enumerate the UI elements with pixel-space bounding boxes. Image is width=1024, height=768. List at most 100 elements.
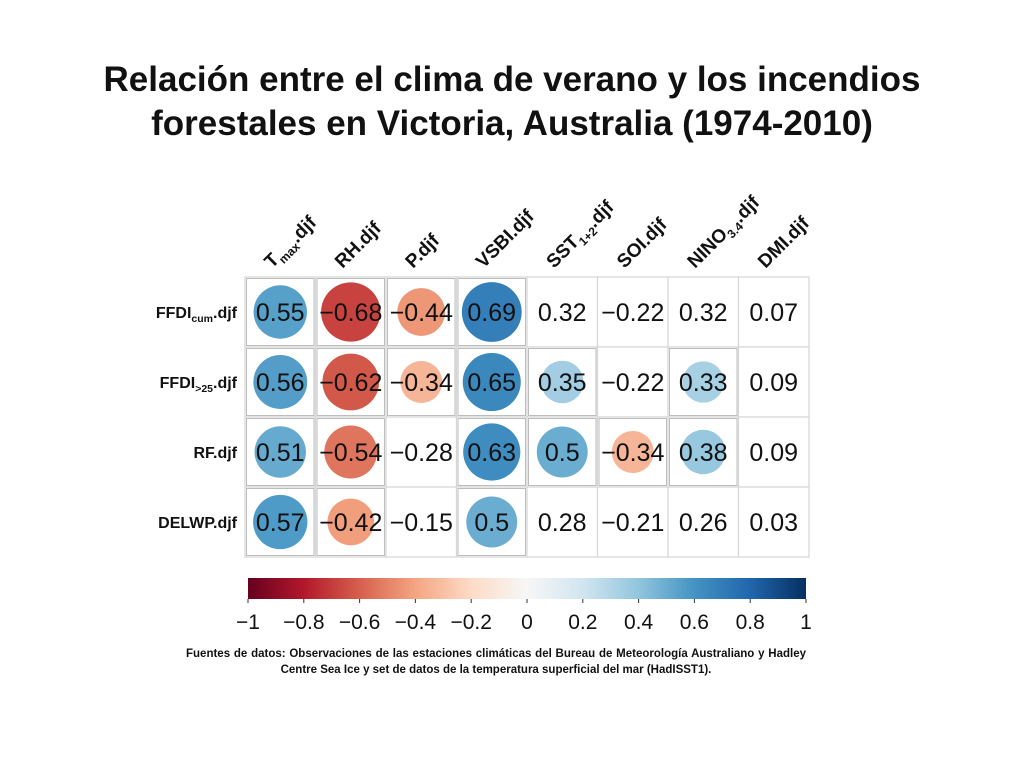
significance-frame: [387, 278, 456, 346]
correlation-circle: [463, 423, 521, 481]
correlation-value-label: 0.32: [538, 299, 587, 327]
significance-frame: [457, 418, 526, 486]
colorbar-tick-label: 0.6: [680, 611, 709, 634]
cell-r2-c1: −0.54: [314, 416, 387, 488]
cell-r0-c3: 0.69: [455, 276, 528, 348]
column-label-0: Tmax.djf: [261, 212, 324, 275]
cell-r1-c2: −0.34: [385, 346, 458, 418]
column-label-4: SST1+2.djf: [543, 197, 621, 275]
significance-frame: [669, 348, 738, 416]
correlation-value-label: 0.63: [467, 439, 516, 467]
cell-r3-c4: 0.28: [526, 486, 599, 558]
column-label-6: NINO3.4.djf: [684, 192, 767, 275]
cell-r2-c4: 0.5: [526, 416, 599, 488]
cell-r1-c3: 0.65: [455, 346, 528, 418]
correlation-value-label: 0.33: [679, 369, 728, 397]
correlation-circle: [253, 285, 307, 339]
cell-r1-c4: 0.35: [526, 346, 599, 418]
cell-r0-c1: −0.68: [314, 276, 387, 348]
cell-box: [526, 486, 599, 558]
row-label-0: FFDIcum.djf: [156, 305, 238, 325]
cell-r0-c2: −0.44: [385, 276, 458, 348]
colorbar-tick-label: 0.2: [568, 611, 597, 634]
cell-r3-c0: 0.57: [244, 486, 317, 558]
cell-r0-c5: −0.22: [596, 276, 669, 348]
significance-frame: [316, 488, 385, 556]
correlation-value-label: 0.38: [679, 439, 728, 467]
significance-frame: [246, 488, 315, 556]
cell-r1-c6: 0.33: [667, 346, 740, 418]
column-label-1: RH.djf: [331, 218, 386, 273]
significance-frame: [528, 348, 597, 416]
significance-frame: [457, 488, 526, 556]
colorbar-tick-label: −0.4: [395, 611, 437, 634]
correlation-value-label: 0.09: [749, 369, 798, 397]
significance-frame: [246, 418, 315, 486]
correlation-value-label: −0.15: [390, 509, 453, 537]
correlation-value-label: 0.09: [749, 439, 798, 467]
correlation-value-label: 0.55: [256, 299, 305, 327]
cell-r1-c0: 0.56: [244, 346, 317, 418]
significance-frame: [528, 418, 597, 486]
correlation-value-label: 0.5: [474, 509, 509, 537]
significance-frame: [669, 418, 738, 486]
correlation-value-label: −0.34: [390, 369, 453, 397]
correlation-circle: [466, 496, 518, 548]
colorbar-tick-label: −1: [236, 611, 260, 634]
correlation-circle: [254, 426, 306, 478]
correlation-circle: [253, 355, 308, 409]
correlation-circle: [681, 429, 726, 475]
correlation-value-label: 0.5: [545, 439, 580, 467]
cell-r3-c2: −0.15: [385, 486, 458, 558]
chart-title: Relación entre el clima de verano y los …: [0, 58, 1024, 146]
chart-title-line-2: forestales en Victoria, Australia (1974-…: [151, 104, 873, 143]
correlation-circle: [682, 361, 724, 403]
correlation-circle: [397, 288, 446, 336]
correlation-circle: [462, 352, 521, 412]
column-label-3: VSBI.djf: [472, 206, 539, 273]
colorbar-tick-label: −0.2: [450, 611, 491, 634]
colorbar-tick-label: −0.6: [339, 611, 380, 634]
colorbar-tick-label: 0: [521, 611, 533, 634]
colorbar-gradient: [248, 578, 806, 599]
cell-box: [737, 486, 810, 558]
colorbar-tick-label: 0.8: [736, 611, 765, 634]
correlation-circle: [321, 282, 381, 342]
significance-frame: [316, 278, 385, 346]
correlation-value-label: 0.56: [256, 369, 305, 397]
correlation-value-label: −0.68: [319, 299, 382, 327]
correlation-matrix-chart: 0.55 −0.68 −0.44 0.69 0.32 −0.22 0.32 0.070.56−…: [156, 192, 814, 634]
correlation-value-label: 0.35: [538, 369, 587, 397]
significance-frame: [457, 348, 526, 416]
correlation-value-label: 0.57: [256, 509, 305, 537]
cell-box: [737, 276, 810, 348]
correlation-value-label: −0.44: [390, 299, 453, 327]
correlation-value-label: −0.21: [601, 509, 664, 537]
cell-box: [737, 346, 810, 418]
significance-frame: [246, 348, 315, 416]
cell-r1-c1: −0.62: [314, 346, 387, 418]
cell-box: [596, 486, 669, 558]
correlation-value-label: 0.03: [749, 509, 798, 537]
cell-r0-c7: 0.07: [737, 276, 810, 348]
row-labels: FFDIcum.djf FFDI>25.djf RF.djf DELWP.djf: [156, 305, 238, 532]
cell-r2-c6: 0.38: [667, 416, 740, 488]
colorbar-tick-label: −0.8: [283, 611, 324, 634]
correlation-value-label: −0.28: [390, 439, 453, 467]
correlation-circle: [611, 431, 654, 473]
column-label-5: SOI.djf: [613, 214, 672, 273]
row-label-2: RF.djf: [193, 445, 237, 462]
correlation-value-label: 0.69: [467, 299, 516, 327]
significance-frame: [246, 278, 315, 346]
correlation-value-label: −0.34: [601, 439, 664, 467]
row-label-1: FFDI>25.djf: [160, 375, 238, 395]
correlation-circle: [324, 425, 378, 479]
data-source-note: Fuentes de datos: Observaciones de las e…: [186, 648, 806, 676]
correlation-circle: [327, 498, 375, 546]
cell-r3-c7: 0.03: [737, 486, 810, 558]
correlation-circle: [540, 360, 584, 404]
correlation-value-label: 0.65: [467, 369, 516, 397]
cell-r2-c5: −0.34: [596, 416, 669, 488]
cell-r3-c3: 0.5: [455, 486, 528, 558]
cell-r2-c3: 0.63: [455, 416, 528, 488]
